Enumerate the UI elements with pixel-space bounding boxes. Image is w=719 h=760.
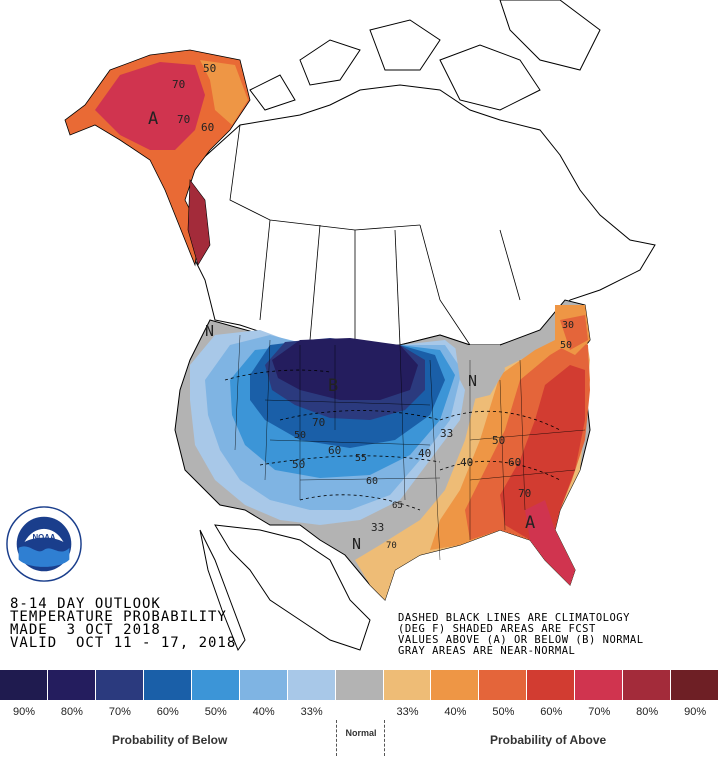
label-b-50a: 50: [294, 430, 306, 441]
legend-tick-below: 50%: [204, 706, 227, 718]
legend-swatch-13: [623, 670, 672, 700]
province-lines: [229, 124, 521, 346]
outlook-map: B A A N N N 50 60 70 70 70 60 50 50 55 6…: [64, 0, 656, 652]
label-below-core: B: [328, 376, 338, 396]
label-ak-50: 50: [203, 62, 216, 75]
map-labels: B A A N N N 50 60 70 70 70 60 50 50 55 6…: [148, 62, 574, 553]
label-e-50: 50: [492, 434, 505, 447]
label-e-33: 33: [440, 427, 453, 440]
legend-swatch-0: [0, 670, 48, 700]
label-e-40b: 40: [460, 456, 473, 469]
legend-tick-above: 50%: [492, 706, 515, 718]
legend-tick-above: 80%: [636, 706, 659, 718]
notes-line-4: GRAY AREAS ARE NEAR-NORMAL: [398, 645, 576, 657]
legend-swatch-8: [383, 670, 432, 700]
caption-probability-below: Probability of Below: [112, 733, 228, 747]
label-normal-ne: N: [468, 372, 477, 390]
title-line-1: 8-14 DAY OUTLOOK: [10, 596, 161, 612]
label-e-60: 60: [508, 456, 521, 469]
label-ak-70b: 70: [177, 113, 190, 126]
label-ne-50: 50: [560, 340, 572, 351]
notes-line-2: (DEG F) SHADED AREAS ARE FCST: [398, 623, 596, 635]
caption-probability-above: Probability of Above: [490, 733, 607, 747]
legend-tick-below: 33%: [300, 706, 323, 718]
legend-swatch-2: [95, 670, 144, 700]
caption-normal: Normal: [345, 728, 377, 738]
legend-tick-below: 60%: [156, 706, 179, 718]
legend-tick-above: 70%: [588, 706, 611, 718]
alaska: [64, 49, 251, 267]
legend-tick-above: 90%: [684, 706, 707, 718]
legend-swatch-11: [527, 670, 576, 700]
label-s-70: 70: [386, 541, 397, 551]
label-b-50b: 50: [292, 458, 305, 471]
label-ak-70a: 70: [172, 78, 185, 91]
probability-legend: [0, 670, 719, 700]
legend-ticks: 90% 80% 70% 60% 50% 40% 33% 33% 40% 50% 60% 70% 80% 9…: [0, 706, 719, 718]
notes-line-1: DASHED BLACK LINES ARE CLIMATOLOGY: [398, 612, 630, 624]
label-above-alaska: A: [148, 109, 158, 129]
legend-tick-normal: [336, 706, 384, 718]
label-ne-30: 30: [562, 320, 574, 331]
title-block: 8-14 DAY OUTLOOK TEMPERATURE PROBABILITY…: [10, 596, 237, 651]
legend-swatch-12: [575, 670, 624, 700]
legend-tick-below: 80%: [60, 706, 83, 718]
legend-tick-below: 90%: [12, 706, 35, 718]
legend-swatch-6: [287, 670, 336, 700]
conus: [174, 299, 591, 601]
label-s-33: 33: [371, 521, 384, 534]
title-line-2: TEMPERATURE PROBABILITY: [10, 609, 227, 625]
label-ak-60: 60: [201, 121, 214, 134]
label-b-60: 60: [328, 444, 341, 457]
legend-swatch-7: [335, 670, 384, 700]
legend-swatch-1: [47, 670, 96, 700]
legend-swatch-10: [479, 670, 528, 700]
label-e-70: 70: [518, 487, 531, 500]
label-s-65: 65: [392, 501, 403, 511]
notes-line-3: VALUES ABOVE (A) OR BELOW (B) NORMAL: [398, 634, 644, 646]
label-b-60b: 60: [366, 476, 378, 487]
label-b-55: 55: [355, 453, 367, 464]
legend-swatch-4: [191, 670, 240, 700]
legend-tick-above: 60%: [540, 706, 563, 718]
legend-swatch-5: [239, 670, 288, 700]
legend-tick-below: 70%: [108, 706, 131, 718]
label-b-70: 70: [312, 416, 325, 429]
label-above-east: A: [525, 513, 535, 533]
legend-divider-left: [336, 720, 337, 756]
mexico-outline: [199, 524, 371, 652]
canada-outline: [189, 0, 656, 346]
legend-divider-right: [384, 720, 385, 756]
label-normal-nw: N: [205, 322, 214, 340]
legend-tick-above: 33%: [396, 706, 419, 718]
title-line-3: MADE 3 OCT 2018: [10, 622, 161, 638]
map-notes: DASHED BLACK LINES ARE CLIMATOLOGY (DEG …: [398, 613, 644, 657]
label-e-40a: 40: [418, 447, 431, 460]
legend-swatch-3: [143, 670, 192, 700]
legend-swatch-9: [431, 670, 480, 700]
legend-swatch-14: [671, 670, 719, 700]
legend-tick-below: 40%: [252, 706, 275, 718]
svg-text:NOAA: NOAA: [33, 533, 56, 542]
noaa-logo: NOAA: [6, 506, 82, 582]
title-line-4: VALID OCT 11 - 17, 2018: [10, 635, 237, 651]
legend-tick-above: 40%: [444, 706, 467, 718]
label-normal-south: N: [352, 535, 361, 553]
